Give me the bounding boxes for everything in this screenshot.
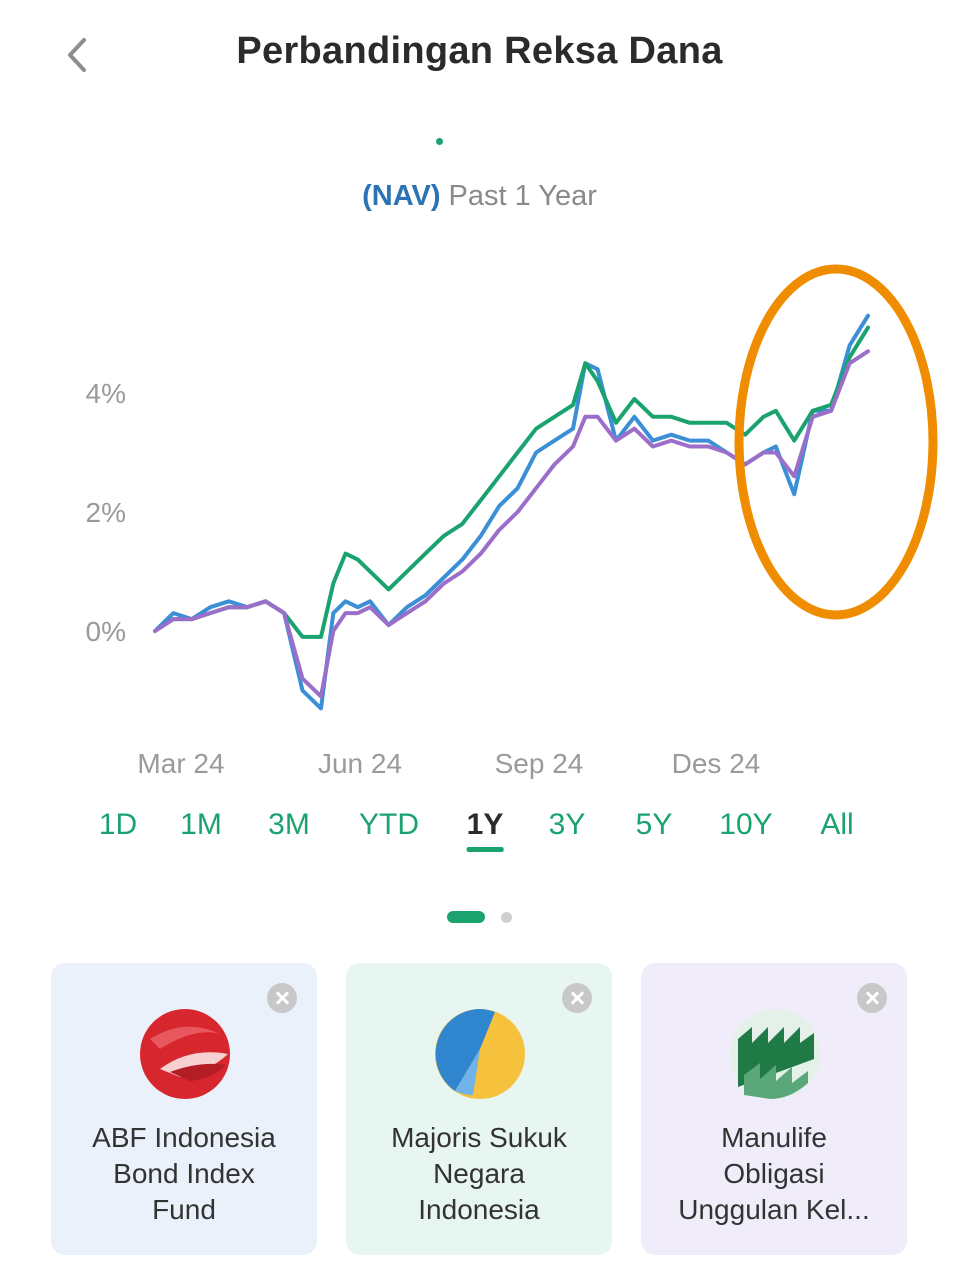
range-tab-ytd[interactable]: YTD: [359, 808, 419, 841]
fund-name: ABF Indonesia Bond Index Fund: [61, 1120, 307, 1228]
period-label: Past 1 Year: [448, 180, 597, 212]
x-tick-label: Mar 24: [137, 748, 224, 779]
fund-name-line: Fund: [152, 1194, 216, 1225]
range-tab-3y[interactable]: 3Y: [548, 808, 586, 841]
series-line-2: [153, 325, 870, 639]
y-tick-label: 4%: [86, 378, 126, 409]
range-tab-all[interactable]: All: [820, 808, 854, 841]
range-tab-1d[interactable]: 1D: [98, 808, 138, 841]
highlight-ellipse: [734, 264, 938, 620]
header: Perbandingan Reksa Dana: [0, 0, 959, 110]
y-tick-label: 0%: [86, 616, 126, 647]
nav-label: (NAV): [362, 180, 441, 212]
fund-name: Majoris Sukuk Negara Indonesia: [356, 1120, 602, 1228]
range-tab-10y[interactable]: 10Y: [719, 808, 773, 841]
fund-name-line: Indonesia: [418, 1194, 540, 1225]
x-tick-label: Sep 24: [495, 748, 584, 779]
manulife-logo-icon: [730, 1009, 820, 1099]
chart-subtitle: (NAV) Past 1 Year: [0, 180, 959, 213]
indicator-dot: [436, 138, 443, 145]
fund-name-line: Manulife: [721, 1122, 827, 1153]
fund-name-line: ABF Indonesia: [92, 1122, 276, 1153]
remove-fund-button[interactable]: [562, 983, 592, 1013]
remove-fund-button[interactable]: [857, 983, 887, 1013]
series-line-1: [153, 313, 870, 711]
fund-card-manulife[interactable]: Manulife Obligasi Unggulan Kel...: [641, 963, 907, 1255]
fund-card-majoris[interactable]: Majoris Sukuk Negara Indonesia: [346, 963, 612, 1255]
chart-svg: 4% 2% 0% Mar 24 Jun 24 Sep 24 Des 24: [86, 264, 938, 779]
fund-name-line: Negara: [433, 1158, 525, 1189]
fund-card-abf[interactable]: ABF Indonesia Bond Index Fund: [51, 963, 317, 1255]
page-indicator: [0, 911, 959, 925]
fund-name-line: Bond Index: [113, 1158, 255, 1189]
fund-name: Manulife Obligasi Unggulan Kel...: [651, 1120, 897, 1228]
page-title: Perbandingan Reksa Dana: [236, 30, 723, 72]
fund-name-line: Unggulan Kel...: [678, 1194, 870, 1225]
chevron-left-icon: [68, 38, 86, 72]
abf-logo-icon: [140, 1009, 230, 1099]
range-tab-1y[interactable]: 1Y: [466, 808, 504, 852]
range-tab-3m[interactable]: 3M: [268, 808, 310, 841]
x-tick-label: Des 24: [672, 748, 761, 779]
series-line-3: [153, 349, 870, 699]
y-tick-label: 2%: [86, 497, 126, 528]
remove-fund-button[interactable]: [267, 983, 297, 1013]
page-indicator-active: [447, 911, 485, 923]
range-tab-1m[interactable]: 1M: [180, 808, 222, 841]
majoris-logo-icon: [435, 1009, 525, 1099]
x-tick-label: Jun 24: [318, 748, 402, 779]
page-indicator-inactive: [501, 912, 512, 923]
nav-comparison-chart: 4% 2% 0% Mar 24 Jun 24 Sep 24 Des 24: [0, 240, 959, 800]
back-button[interactable]: [52, 30, 102, 80]
time-range-selector: 1D 1M 3M YTD 1Y 3Y 5Y 10Y All: [0, 808, 959, 868]
fund-name-line: Obligasi: [723, 1158, 825, 1189]
fund-name-line: Majoris Sukuk: [391, 1122, 567, 1153]
range-tab-5y[interactable]: 5Y: [635, 808, 673, 841]
